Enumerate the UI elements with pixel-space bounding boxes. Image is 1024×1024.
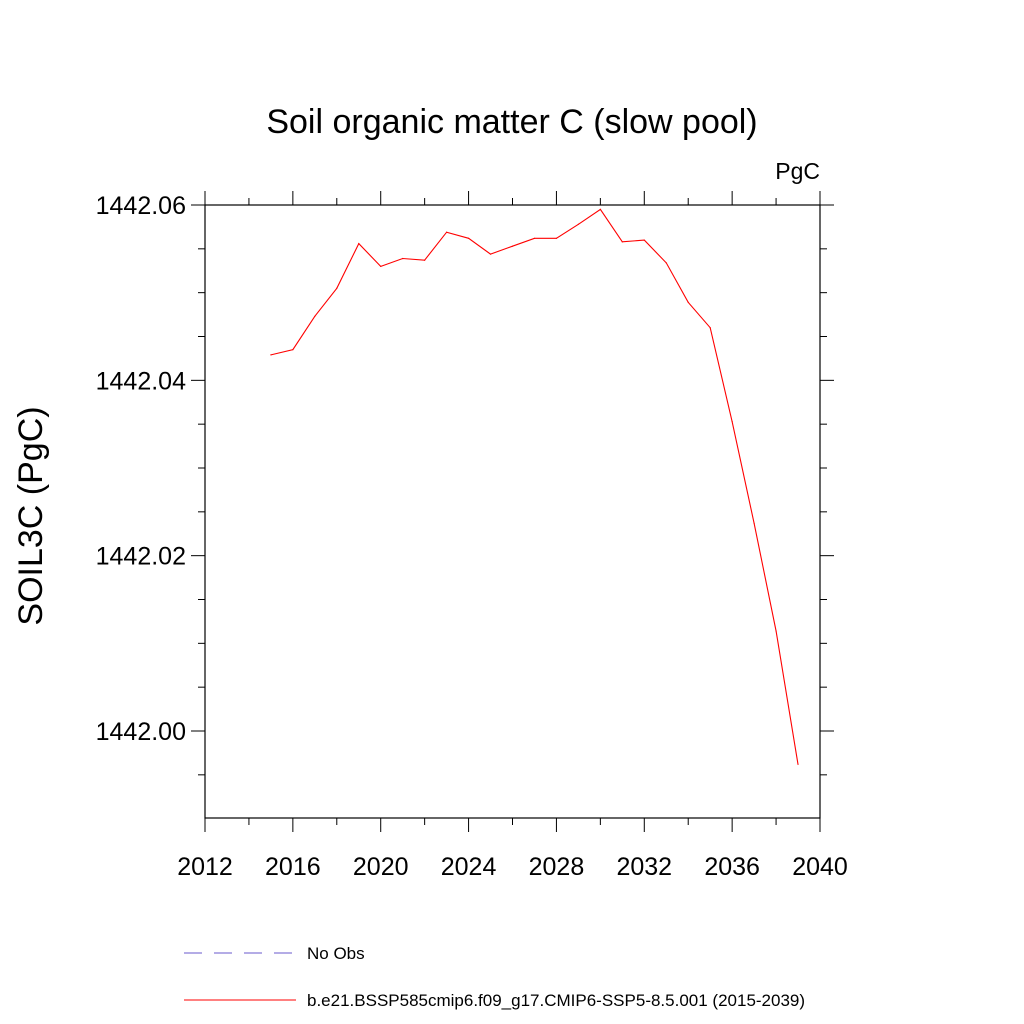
data-point xyxy=(467,237,470,239)
plot-axes: 2012 2016 2020 2024 2028 2032 2036 2040 1442.00 1… xyxy=(96,191,848,881)
data-point xyxy=(511,245,514,247)
x-tick-label: 2012 xyxy=(177,853,233,881)
data-point xyxy=(424,259,426,261)
data-point xyxy=(709,327,711,329)
data-point xyxy=(621,241,623,243)
x-tick-label: 2036 xyxy=(704,853,760,881)
data-point xyxy=(775,630,777,632)
data-point xyxy=(336,287,338,289)
data-point xyxy=(577,223,579,225)
data-point xyxy=(292,349,294,351)
y-tick-label: 1442.00 xyxy=(96,718,186,746)
data-point xyxy=(358,242,360,245)
data-point xyxy=(753,522,755,524)
data-point xyxy=(731,420,733,423)
data-point xyxy=(533,237,536,239)
data-point xyxy=(314,315,316,317)
legend-label: No Obs xyxy=(307,944,365,963)
units-label: PgC xyxy=(775,158,820,184)
x-tick-label: 2016 xyxy=(265,853,321,881)
x-tick-label: 2020 xyxy=(353,853,409,881)
data-point xyxy=(489,253,492,255)
legend: No Obs b.e21.BSSP585cmip6.f09_g17.CMIP6-S… xyxy=(184,944,805,1010)
chart-title: Soil organic matter C (slow pool) xyxy=(266,103,757,141)
y-tick-label: 1442.02 xyxy=(96,543,186,571)
data-point xyxy=(643,239,645,241)
plot-frame xyxy=(204,204,821,819)
data-point xyxy=(797,763,799,765)
series-layer xyxy=(270,208,799,765)
x-tick-label: 2024 xyxy=(441,853,497,881)
data-point xyxy=(687,301,689,303)
legend-label: b.e21.BSSP585cmip6.f09_g17.CMIP6-SSP5-8.… xyxy=(307,991,805,1010)
data-point xyxy=(270,354,272,356)
data-point xyxy=(599,208,601,210)
x-tick-label: 2032 xyxy=(616,853,672,881)
series-line xyxy=(270,208,799,765)
x-tick-label: 2028 xyxy=(529,853,585,881)
data-point xyxy=(555,237,558,239)
data-point xyxy=(402,257,404,260)
data-point xyxy=(380,265,382,267)
data-point xyxy=(665,262,667,264)
y-tick-label: 1442.04 xyxy=(96,367,186,395)
data-point xyxy=(446,231,448,233)
y-tick-label: 1442.06 xyxy=(96,192,186,220)
y-axis-label: SOIL3C (PgC) xyxy=(12,406,50,625)
x-tick-label: 2040 xyxy=(792,853,848,881)
